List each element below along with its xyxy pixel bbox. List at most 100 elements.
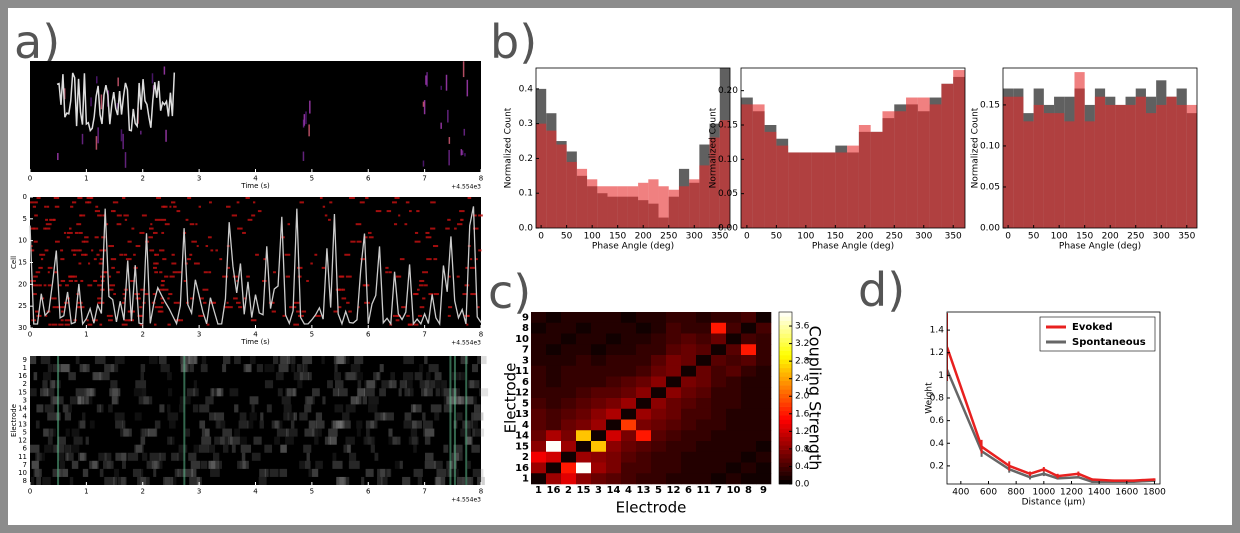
image-texture (217, 460, 222, 469)
image-texture (440, 122, 442, 129)
image-texture (331, 420, 339, 429)
image-texture (387, 468, 391, 477)
heatmap-cell (696, 451, 712, 463)
image-texture (412, 420, 422, 429)
y-tick-label: 12 (515, 388, 529, 399)
image-texture (364, 380, 375, 389)
heatmap-cell (651, 312, 667, 324)
image-texture (448, 275, 451, 278)
image-texture (222, 428, 232, 437)
image-texture (344, 372, 356, 381)
image-texture (328, 436, 337, 445)
image-texture (447, 468, 459, 477)
heatmap-cell (591, 333, 607, 345)
image-texture (144, 293, 150, 296)
image-texture (409, 210, 412, 213)
image-texture (377, 468, 385, 477)
heatmap-cell (636, 419, 652, 431)
heatmap-cell (651, 419, 667, 431)
image-texture (365, 197, 369, 199)
heatmap-cell (756, 344, 772, 356)
image-texture (365, 420, 375, 429)
y-tick-label: 8 (522, 323, 529, 334)
image-texture (251, 404, 255, 413)
image-texture (441, 380, 447, 389)
y-tick-label: 16 (515, 463, 529, 474)
heatmap-cell (696, 355, 712, 367)
image-texture (44, 249, 49, 252)
image-texture (471, 412, 475, 421)
panel-label: a) (14, 15, 60, 69)
image-texture (249, 396, 259, 405)
image-texture (314, 253, 318, 256)
heatmap-cell (621, 344, 637, 356)
image-texture (161, 279, 164, 282)
image-texture (78, 306, 81, 309)
image-texture (424, 284, 428, 287)
image-texture (120, 129, 123, 142)
heatmap-cell (681, 344, 697, 356)
x-tick-label: 200 (635, 232, 652, 242)
x-tick-label: 0 (1005, 232, 1011, 242)
image-texture (335, 380, 344, 389)
image-texture (417, 314, 423, 317)
image-texture (297, 380, 303, 389)
image-texture (464, 436, 472, 445)
image-texture (247, 218, 253, 221)
image-texture (199, 420, 206, 429)
image-texture (30, 201, 34, 204)
image-texture (149, 356, 158, 365)
image-texture (239, 460, 247, 469)
image-texture (38, 284, 42, 287)
image-texture (35, 271, 41, 274)
heatmap-cell (606, 333, 622, 345)
image-texture (346, 372, 358, 381)
x-tick-label: 8 (479, 330, 483, 338)
image-texture (210, 249, 214, 252)
offset-label: +4.554e3 (451, 497, 481, 504)
image-texture (430, 227, 436, 230)
heatmap-cell (546, 376, 562, 388)
image-texture (232, 275, 239, 278)
image-texture (306, 279, 309, 282)
image-texture (40, 356, 51, 365)
y-tick-label: 16 (18, 372, 27, 380)
heatmap-cell (756, 365, 772, 377)
image-texture (333, 310, 339, 313)
heatmap-cell (726, 376, 742, 388)
x-axis-label: Distance (μm) (1022, 498, 1086, 508)
y-tick-label: 30 (18, 324, 27, 332)
image-texture (97, 214, 102, 217)
x-tick-label: 150 (1076, 232, 1093, 242)
image-texture (366, 428, 371, 437)
image-texture (82, 412, 86, 421)
image-texture (380, 468, 392, 477)
image-texture (50, 444, 58, 453)
image-texture (66, 231, 73, 234)
image-texture (102, 214, 106, 217)
image-texture (305, 111, 307, 125)
image-texture (170, 436, 175, 445)
heatmap-cell (606, 419, 622, 431)
image-texture (447, 218, 451, 221)
image-texture (356, 420, 363, 429)
x-tick-label: 2 (565, 485, 572, 496)
image-texture (43, 284, 47, 287)
image-texture (467, 476, 474, 485)
image-texture (215, 249, 218, 252)
image-texture (154, 218, 161, 221)
image-texture (121, 301, 125, 304)
heatmap-cell (561, 312, 577, 324)
image-texture (277, 388, 283, 397)
image-texture (450, 396, 455, 405)
heatmap-cell (756, 451, 772, 463)
image-texture (72, 253, 77, 256)
image-texture (58, 468, 69, 477)
heatmap-cell (651, 430, 667, 442)
image-texture (242, 231, 246, 234)
image-texture (316, 420, 325, 429)
x-tick-label: 350 (711, 232, 728, 242)
histogram-bar (953, 70, 965, 228)
image-texture (240, 444, 252, 453)
image-texture (57, 356, 60, 485)
